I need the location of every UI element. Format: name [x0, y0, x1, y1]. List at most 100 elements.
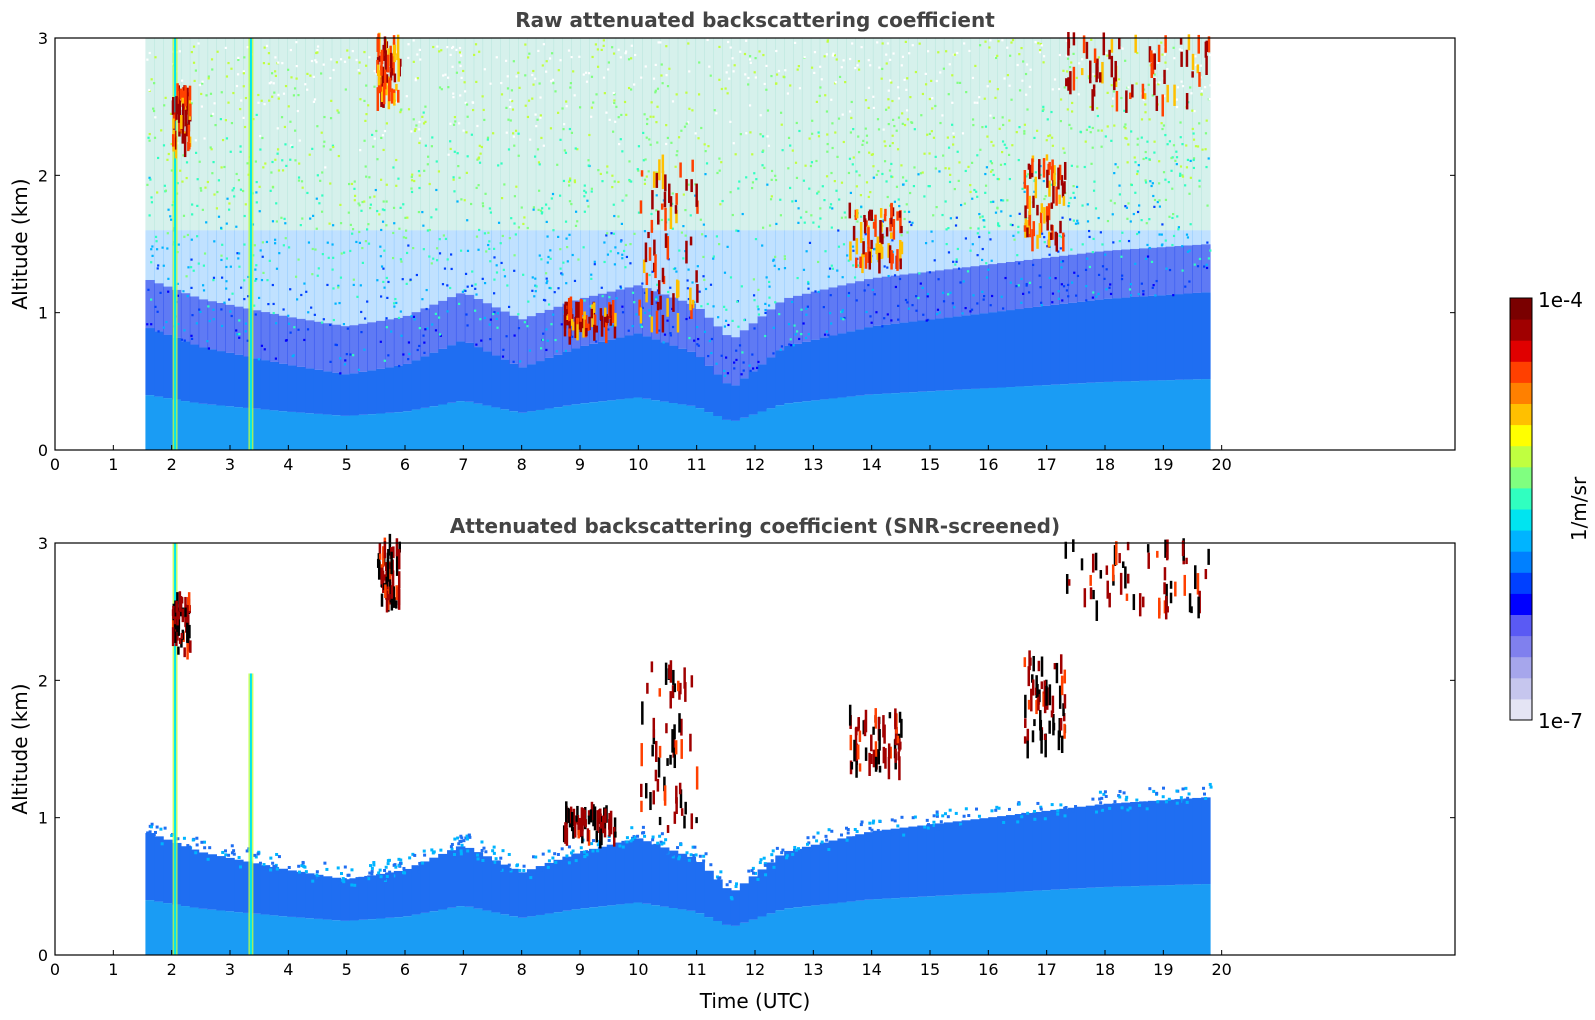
noise-speck	[489, 82, 492, 85]
noise-cell	[1174, 38, 1184, 231]
noise-speck	[182, 290, 185, 293]
x-tick-label: 15	[920, 960, 940, 979]
noise-speck	[349, 223, 352, 226]
aerosol-cell	[979, 818, 989, 894]
noise-speck	[957, 267, 961, 270]
aerosol-cell	[695, 408, 705, 450]
x-tick-label: 9	[575, 960, 585, 979]
noise-speck	[1186, 158, 1190, 162]
noise-cell	[216, 230, 226, 304]
noise-cell	[997, 230, 1007, 264]
noise-speck	[425, 288, 428, 292]
cloud-mark	[1187, 34, 1191, 51]
cloud-mark	[1054, 231, 1057, 246]
noise-speck	[522, 273, 525, 276]
aerosol-speck	[515, 864, 519, 868]
noise-speck	[1125, 206, 1129, 209]
noise-speck	[1095, 295, 1098, 298]
cloud-mark	[566, 807, 570, 823]
noise-speck	[1134, 161, 1137, 164]
noise-speck	[1138, 204, 1141, 207]
cloud-mark	[1093, 48, 1097, 63]
noise-speck	[514, 233, 517, 236]
aerosol-cell	[1005, 892, 1016, 955]
noise-speck	[353, 199, 356, 202]
cloud-mark	[1174, 581, 1177, 597]
noise-speck	[906, 301, 909, 304]
noise-speck	[272, 82, 275, 85]
noise-speck	[583, 189, 586, 192]
aerosol-speck	[152, 833, 156, 837]
cloud-mark	[665, 723, 668, 734]
aerosol-speck	[785, 851, 789, 855]
noise-speck	[1150, 184, 1153, 188]
noise-speck	[1085, 299, 1088, 302]
noise-speck	[702, 275, 705, 278]
cloud-mark	[181, 109, 185, 128]
noise-speck	[1051, 136, 1054, 139]
noise-speck	[313, 313, 316, 316]
noise-cell	[988, 38, 998, 231]
noise-speck	[1050, 183, 1053, 186]
noise-speck	[1044, 195, 1047, 198]
noise-speck	[542, 332, 545, 335]
noise-speck	[364, 119, 367, 122]
noise-speck	[510, 217, 513, 220]
noise-speck	[1140, 219, 1143, 222]
noise-speck	[212, 318, 215, 321]
cloud-mark	[652, 262, 656, 273]
noise-speck	[890, 319, 893, 322]
noise-speck	[613, 102, 616, 105]
noise-speck	[353, 180, 356, 183]
noise-cell	[296, 318, 306, 367]
noise-speck	[954, 224, 958, 227]
noise-speck	[952, 132, 955, 135]
noise-speck	[239, 145, 242, 148]
noise-speck	[856, 264, 860, 267]
noise-speck	[697, 93, 701, 96]
noise-speck	[233, 195, 236, 198]
aerosol-cell	[1014, 891, 1025, 955]
noise-speck	[611, 130, 615, 133]
noise-speck	[698, 61, 701, 64]
cloud-mark	[390, 88, 394, 104]
noise-cell	[358, 230, 368, 324]
noise-speck	[221, 324, 224, 328]
cloud-mark	[1050, 166, 1054, 181]
noise-speck	[627, 329, 630, 332]
noise-speck	[360, 310, 363, 314]
cloud-mark	[887, 743, 891, 759]
noise-speck	[938, 170, 941, 173]
aerosol-cell	[518, 872, 528, 918]
noise-speck	[652, 77, 656, 80]
aerosol-cell	[269, 410, 280, 450]
cloud-mark	[644, 783, 648, 799]
x-tick-label: 2	[167, 455, 177, 474]
cloud-mark	[396, 34, 400, 59]
cloud-mark	[576, 805, 579, 824]
noise-speck	[1194, 55, 1197, 58]
noise-speck	[385, 276, 388, 280]
noise-speck	[185, 275, 188, 278]
noise-speck	[1145, 156, 1148, 160]
noise-speck	[901, 112, 904, 115]
cloud-mark	[565, 313, 569, 321]
aerosol-cell	[180, 846, 191, 907]
noise-speck	[688, 70, 691, 73]
noise-cell	[872, 277, 883, 326]
noise-speck	[867, 86, 870, 89]
noise-cell	[917, 230, 927, 273]
noise-speck	[160, 129, 163, 132]
aerosol-cell	[819, 399, 830, 450]
noise-speck	[150, 201, 154, 204]
x-tick-label: 17	[1036, 960, 1056, 979]
noise-cell	[713, 230, 723, 327]
cloud-mark	[380, 79, 384, 103]
noise-speck	[254, 313, 257, 316]
noise-speck	[239, 150, 242, 153]
noise-cell	[1041, 230, 1051, 258]
noise-cell	[730, 38, 741, 231]
cloud-mark	[677, 280, 680, 298]
cloud-mark	[1207, 36, 1211, 53]
noise-speck	[893, 124, 896, 128]
